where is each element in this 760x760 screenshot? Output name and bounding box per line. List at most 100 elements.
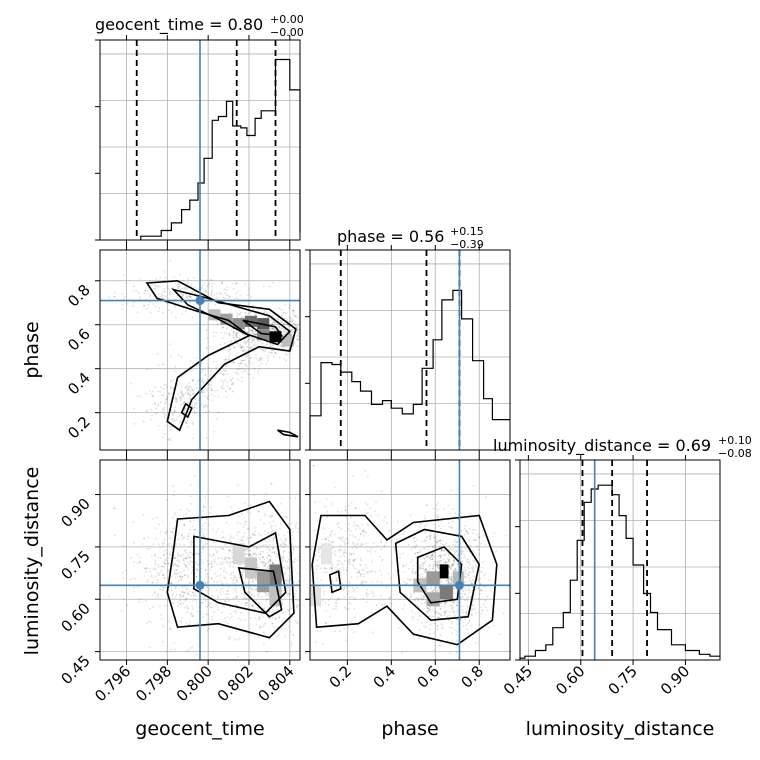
sample-point [425, 540, 428, 542]
sample-point [312, 464, 315, 467]
sample-point [188, 581, 191, 584]
sample-point [421, 540, 424, 543]
sample-point [237, 368, 240, 371]
sample-point [188, 532, 190, 535]
sample-point [255, 554, 258, 556]
sample-point [186, 649, 189, 652]
sample-point [155, 596, 158, 599]
sample-point [253, 547, 255, 550]
sample-point [276, 317, 279, 320]
sample-point [186, 296, 188, 299]
sample-point [411, 610, 413, 613]
sample-point [146, 567, 148, 569]
sample-point [334, 554, 337, 557]
sample-point [193, 406, 196, 409]
sample-point [365, 601, 368, 603]
sample-point [240, 346, 243, 349]
sample-point [158, 293, 160, 296]
sample-point [473, 560, 475, 562]
sample-point [168, 557, 171, 559]
sample-point [223, 342, 226, 345]
sample-point [194, 292, 197, 295]
sample-point [456, 568, 459, 571]
sample-point [334, 486, 337, 489]
sample-point [436, 508, 439, 511]
sample-point [194, 594, 197, 597]
sample-point [335, 599, 338, 602]
sample-point [345, 538, 347, 540]
sample-point [204, 496, 207, 499]
sample-point [290, 322, 293, 325]
sample-point [224, 556, 227, 559]
sample-point [475, 566, 478, 568]
sample-point [324, 622, 327, 624]
truth-marker [195, 580, 205, 590]
sample-point [339, 571, 342, 574]
sample-point [264, 592, 267, 594]
sample-point [182, 294, 184, 297]
sample-point [450, 582, 452, 585]
sample-point [147, 536, 150, 539]
sample-point [162, 565, 164, 568]
sample-point [315, 640, 317, 643]
sample-point [452, 558, 455, 561]
sample-point [352, 590, 355, 593]
sample-point [195, 560, 198, 563]
sample-point [228, 354, 231, 357]
sample-point [195, 568, 198, 570]
sample-point [195, 568, 198, 571]
sample-point [265, 362, 268, 365]
sample-point [346, 585, 348, 588]
sample-point [242, 359, 245, 362]
sample-point [192, 409, 195, 412]
sample-point [481, 560, 484, 563]
sample-point [194, 286, 197, 289]
sample-point [157, 556, 160, 558]
sample-point [183, 591, 186, 594]
sample-point [167, 562, 170, 565]
sample-point [234, 346, 236, 349]
sample-point [430, 587, 433, 589]
sample-point [351, 547, 354, 550]
sample-point [433, 536, 435, 539]
sample-point [163, 541, 166, 544]
sample-point [164, 276, 167, 279]
sample-point [319, 629, 322, 632]
sample-point [271, 551, 274, 554]
sample-point [444, 612, 446, 615]
sample-point [243, 582, 246, 585]
sample-point [240, 359, 243, 362]
sample-point [255, 547, 258, 550]
sample-point [383, 516, 386, 519]
sample-point [151, 390, 154, 393]
sample-point [267, 531, 270, 534]
sample-point [142, 420, 145, 423]
sample-point [274, 351, 277, 354]
sample-point [437, 562, 439, 565]
sample-point [272, 320, 274, 323]
sample-point [274, 322, 276, 324]
sample-point [164, 295, 167, 298]
sample-point [156, 571, 159, 574]
sample-point [471, 613, 473, 616]
sample-point [272, 281, 274, 284]
sample-point [207, 601, 210, 604]
sample-point [251, 533, 254, 536]
sample-point [326, 516, 329, 518]
sample-point [442, 561, 445, 564]
sample-point [180, 385, 183, 388]
sample-point [290, 644, 293, 647]
sample-point [284, 323, 287, 326]
sample-point [288, 551, 291, 554]
sample-point [383, 545, 386, 547]
sample-point [289, 631, 292, 633]
sample-point [476, 545, 478, 548]
sample-point [196, 569, 199, 572]
x-tick-label: 0.800 [173, 662, 216, 705]
sample-point [384, 603, 387, 606]
sample-point [201, 601, 203, 604]
sample-point [185, 549, 187, 552]
sample-point [180, 295, 183, 297]
sample-point [229, 550, 232, 552]
sample-point [232, 510, 235, 512]
